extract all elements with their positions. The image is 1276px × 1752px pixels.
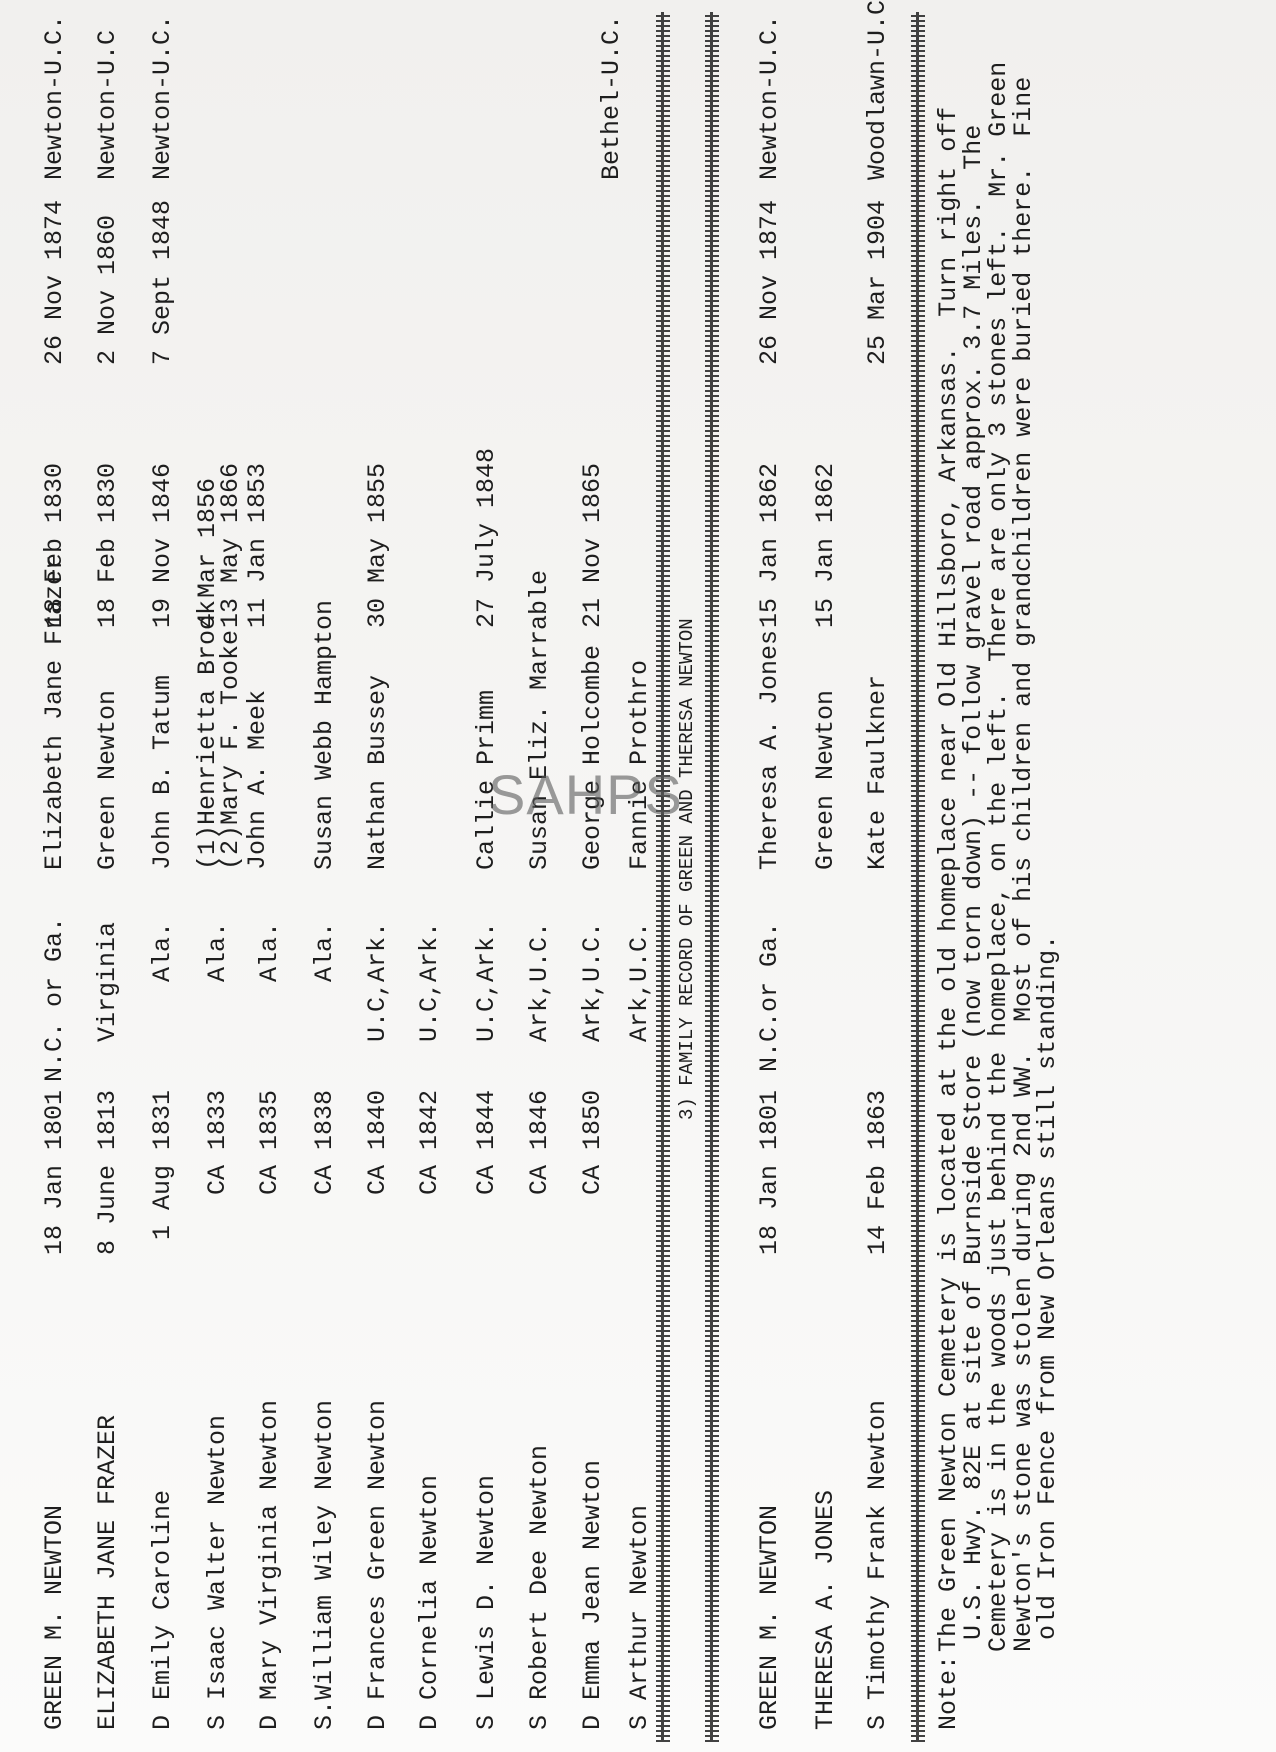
- birth-date: CA 1850: [578, 1090, 607, 1196]
- asterisk-divider: [656, 12, 670, 1742]
- birth-place: Ala.: [203, 922, 232, 983]
- record-row: S Robert Dee Newton CA 1846 Ark,U.C. Susan …: [525, 0, 555, 1752]
- person-name: S Isaac Walter Newton: [203, 1414, 232, 1730]
- death-date: 7 Sept 1848: [148, 199, 177, 365]
- spouse-name: (2)Mary F. Tooke: [216, 629, 245, 870]
- section-title: 3) FAMILY RECORD OF GREEN AND THERESA NE…: [676, 618, 698, 1120]
- record-row: S Lewis D. Newton CA 1844 U.C,Ark. Callie P…: [472, 0, 502, 1752]
- birth-place: U.C,Ark.: [415, 922, 444, 1043]
- asterisk-divider: [911, 12, 925, 1742]
- person-name: D Emma Jean Newton: [578, 1459, 607, 1730]
- spouse-name: Theresa A. Jones: [755, 629, 784, 870]
- birth-date: CA 1846: [525, 1090, 554, 1196]
- asterisk-divider: [705, 12, 719, 1742]
- marriage-date: 11 Jan 1853: [243, 462, 272, 628]
- marriage-date: 19 Nov 1846: [148, 462, 177, 628]
- spouse-name: Nathan Bussey: [363, 674, 392, 870]
- birth-date: CA 1835: [255, 1090, 284, 1196]
- watermark: SAHPS: [488, 763, 683, 826]
- record-row: D Emily Caroline 1 Aug 1831 Ala. John B. Ta…: [148, 0, 178, 1752]
- birth-date: 18 Jan 1801: [755, 1090, 784, 1256]
- cemetery: Newton-U.C.: [148, 14, 177, 180]
- death-date: 26 Nov 1874: [755, 199, 784, 365]
- record-row: S.William Wiley Newton CA 1838 Ala. Susan W…: [310, 0, 340, 1752]
- record-row: S Arthur Newton Ark,U.C. Fannie Prothro Bet…: [597, 0, 655, 1752]
- birth-place: N.C.or Ga.: [755, 922, 784, 1073]
- spouse-name: Kate Faulkner: [863, 674, 892, 870]
- marriage-date: 18 Feb 1830: [40, 462, 69, 628]
- person-name: S Timothy Frank Newton: [863, 1399, 892, 1730]
- birth-place: N.C. or Ga.: [40, 916, 69, 1082]
- person-name: D Emily Caroline: [148, 1489, 177, 1730]
- spouse-name: John B. Tatum: [148, 674, 177, 870]
- birth-place: Virginia: [93, 922, 122, 1043]
- note-label: Note:: [934, 1654, 963, 1730]
- cemetery: Newton-U.C: [93, 29, 122, 180]
- marriage-date: 18 Feb 1830: [93, 462, 122, 628]
- birth-place: Ala.: [255, 922, 284, 983]
- birth-date: CA 1844: [472, 1090, 501, 1196]
- record-row: THERESA A. JONES Green Newton 15 Jan 1862: [811, 0, 841, 1752]
- marriage-date: 13 May 1866: [216, 462, 245, 628]
- spouse-name: Green Newton: [811, 689, 840, 870]
- birth-date: CA 1838: [310, 1090, 339, 1196]
- birth-place: Ark,U.C.: [525, 922, 554, 1043]
- birth-date: CA 1840: [363, 1090, 392, 1196]
- record-row: D Emma Jean Newton CA 1850 Ark,U.C. George …: [578, 0, 608, 1752]
- birth-date: CA 1842: [415, 1090, 444, 1196]
- person-name: GREEN M. NEWTON: [40, 1504, 69, 1730]
- spouse-name: Green Newton: [93, 689, 122, 870]
- birth-place: Ark,U.C.: [578, 922, 607, 1043]
- person-name: D Cornelia Newton: [415, 1474, 444, 1730]
- person-name: S Arthur Newton: [625, 1504, 654, 1730]
- spouse-name: John A. Meek: [243, 689, 272, 870]
- spouse-name: Susan Webb Hampton: [310, 599, 339, 870]
- person-name: S.William Wiley Newton: [310, 1399, 339, 1730]
- birth-date: 8 June 1813: [93, 1090, 122, 1256]
- cemetery: Newton-U.C.: [40, 14, 69, 180]
- death-date: 2 Nov 1860: [93, 214, 122, 365]
- birth-date: 1 Aug 1831: [148, 1090, 177, 1241]
- person-name: GREEN M. NEWTON: [755, 1504, 784, 1730]
- record-row: D Mary Virginia Newton CA 1835 Ala. John A.…: [243, 0, 285, 1752]
- record-row: GREEN M. NEWTON 18 Jan 1801 N.C.or Ga. Ther…: [755, 0, 785, 1752]
- birth-place: Ark,U.C.: [625, 922, 654, 1043]
- death-date: 26 Nov 1874: [40, 199, 69, 365]
- spouse-name: George Holcombe: [578, 644, 607, 870]
- record-row: D Frances Green Newton CA 1840 U.C,Ark. Nat…: [363, 0, 393, 1752]
- cemetery: Woodlawn-U.C.: [863, 0, 892, 180]
- person-name: S Robert Dee Newton: [525, 1444, 554, 1730]
- death-date: 25 Mar 1904: [863, 199, 892, 365]
- record-row: GREEN M. NEWTON 18 Jan 1801 N.C. or Ga. Eli…: [40, 0, 70, 1752]
- birth-place: Ala.: [310, 922, 339, 983]
- birth-date: CA 1833: [203, 1090, 232, 1196]
- person-name: ELIZABETH JANE FRAZER: [93, 1414, 122, 1730]
- person-name: S Lewis D. Newton: [472, 1474, 501, 1730]
- birth-place: U.C,Ark.: [363, 922, 392, 1043]
- person-name: D Frances Green Newton: [363, 1399, 392, 1730]
- birth-date: 18 Jan 1801: [40, 1090, 69, 1256]
- birth-place: Ala.: [148, 922, 177, 983]
- record-row: D Cornelia Newton CA 1842 U.C,Ark.: [415, 0, 445, 1752]
- marriage-date: 27 July 1848: [472, 447, 501, 628]
- marriage-date: 21 Nov 1865: [578, 462, 607, 628]
- cemetery: Bethel-U.C.: [597, 14, 626, 180]
- birth-date: 14 Feb 1863: [863, 1090, 892, 1256]
- record-row: S Isaac Walter Newton CA 1833 Ala. (1)Henri…: [193, 0, 245, 1752]
- birth-place: U.C,Ark.: [472, 922, 501, 1043]
- record-row: ELIZABETH JANE FRAZER 8 June 1813 Virginia…: [93, 0, 123, 1752]
- cemetery: Newton-U.C.: [755, 14, 784, 180]
- record-row: S Timothy Frank Newton 14 Feb 1863 Kate Fa…: [863, 0, 893, 1752]
- note-line: old Iron Fence from New Orleans still st…: [1033, 934, 1062, 1640]
- person-name: D Mary Virginia Newton: [255, 1399, 284, 1730]
- person-name: THERESA A. JONES: [811, 1489, 840, 1730]
- marriage-date: 30 May 1855: [363, 462, 392, 628]
- marriage-date: 15 Jan 1862: [811, 462, 840, 628]
- marriage-date: 15 Jan 1862: [755, 462, 784, 628]
